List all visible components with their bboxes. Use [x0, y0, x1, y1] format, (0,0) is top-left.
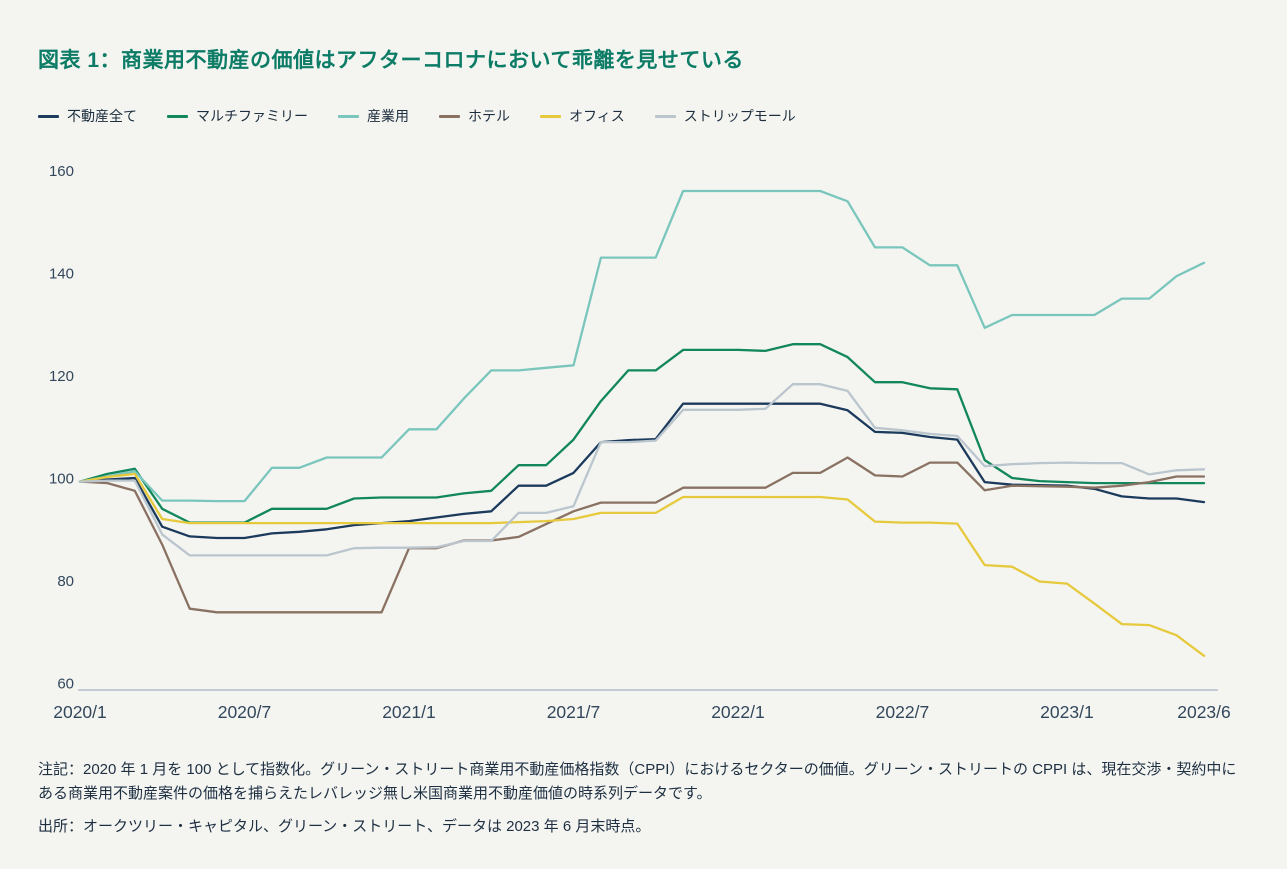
x-tick-label: 2021/7: [547, 702, 601, 722]
legend-label: 産業用: [367, 108, 409, 124]
y-tick-label: 120: [49, 368, 74, 385]
footnotes: 注記：2020 年 1 月を 100 として指数化。グリーン・ストリート商業用不…: [38, 758, 1250, 839]
y-tick-label: 100: [49, 471, 74, 488]
cppi-line-chart: 60 80 100 120 140 160 2020/1 2020/7 2021/1 2021/7…: [49, 163, 1231, 722]
source-text: 出所：オークツリー・キャピタル、グリーン・ストリート、データは 2023 年 6…: [38, 818, 651, 835]
y-tick-label: 80: [57, 573, 74, 590]
x-tick-label: 2023/1: [1040, 702, 1094, 722]
legend-label: 不動産全て: [67, 108, 137, 124]
y-tick-label: 60: [57, 676, 74, 693]
note-text: 注記：2020 年 1 月を 100 として指数化。グリーン・ストリート商業用不…: [38, 761, 1237, 802]
legend-swatch-icon: [167, 114, 188, 118]
legend-item-all-property: 不動産全て: [38, 106, 137, 126]
legend-label: ストリップモール: [683, 108, 796, 124]
x-tick-label: 2023/6: [1177, 702, 1231, 722]
legend-item-industrial: 産業用: [338, 106, 409, 126]
x-tick-label: 2022/1: [711, 702, 765, 722]
chart-legend: 不動産全て マルチファミリー 産業用 ホテル オフィス ストリップモール: [38, 106, 826, 126]
series-line-strip-mall: [78, 383, 1206, 557]
legend-label: オフィス: [569, 108, 625, 124]
legend-swatch-icon: [38, 114, 59, 118]
x-tick-label: 2020/7: [218, 702, 272, 722]
legend-label: マルチファミリー: [196, 108, 308, 124]
series-line-multifamily: [78, 343, 1206, 524]
x-tick-label: 2022/7: [876, 702, 930, 722]
series-line-office: [78, 472, 1206, 657]
x-tick-label: 2020/1: [53, 702, 107, 722]
legend-swatch-icon: [540, 114, 561, 118]
series-line-hotel: [78, 456, 1206, 614]
y-tick-label: 160: [49, 163, 74, 180]
series-line-industrial: [78, 189, 1206, 503]
legend-item-hotel: ホテル: [439, 106, 510, 126]
legend-item-office: オフィス: [540, 106, 625, 126]
chart-title: 図表 1：商業用不動産の価値はアフターコロナにおいて乖離を見せている: [38, 49, 744, 72]
legend-swatch-icon: [338, 114, 359, 118]
legend-item-strip-mall: ストリップモール: [654, 106, 796, 126]
x-tick-label: 2021/1: [382, 702, 436, 722]
legend-swatch-icon: [439, 114, 460, 118]
legend-item-multifamily: マルチファミリー: [167, 106, 308, 126]
y-tick-label: 140: [49, 266, 74, 283]
legend-label: ホテル: [468, 108, 510, 124]
legend-swatch-icon: [654, 114, 676, 118]
series-line-all-property: [78, 402, 1206, 540]
